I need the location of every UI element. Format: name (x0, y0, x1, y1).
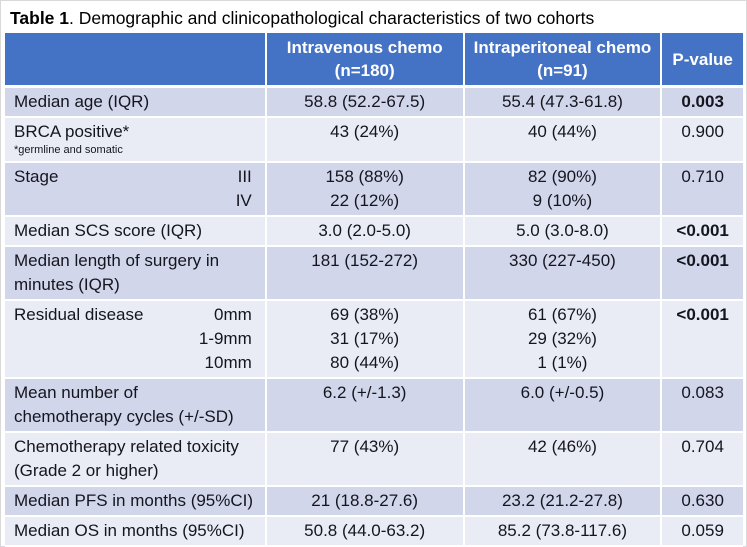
p-value: <0.001 (660, 301, 743, 377)
header-empty-cell (5, 33, 265, 85)
table-row-chemo-toxicity: Chemotherapy related toxicity (Grade 2 o… (5, 433, 743, 487)
header-intraperitoneal-chemo: Intraperitoneal chemo (n=91) (462, 33, 661, 85)
header-ip-line2: (n=91) (537, 61, 588, 80)
row-label-text: Stage (14, 167, 59, 186)
footnote: *germline and somatic (14, 144, 123, 156)
iv-value: 3.0 (2.0-5.0) (264, 217, 463, 245)
iv-value: 77 (43%) (264, 433, 463, 485)
iv-value: 181 (152-272) (264, 247, 463, 299)
ip-value: 85.2 (73.8-117.6) (462, 517, 661, 545)
ip-value: 55.4 (47.3-61.8) (462, 88, 661, 116)
ip-value-line3: 1 (1%) (537, 353, 588, 372)
row-label: Chemotherapy related toxicity (Grade 2 o… (5, 433, 265, 485)
sublabel-stage-iv: IV (235, 191, 252, 210)
table-row-surgery-length: Median length of surgery in minutes (IQR… (5, 247, 743, 301)
iv-value-line2: 22 (12%) (330, 191, 400, 210)
iv-value-line1: 158 (88%) (325, 167, 404, 186)
header-intravenous-chemo: Intravenous chemo (n=180) (264, 33, 463, 85)
row-sublabels: III IV (236, 165, 259, 213)
p-value: 0.900 (660, 118, 743, 161)
sublabel-10mm: 10mm (204, 353, 252, 372)
table-row-median-pfs: Median PFS in months (95%CI) 21 (18.8-27… (5, 487, 743, 517)
row-label-line1: Mean number of (14, 383, 138, 402)
p-value: 0.704 (660, 433, 743, 485)
p-value: 0.003 (660, 88, 743, 116)
ip-value: 6.0 (+/-0.5) (462, 379, 661, 431)
table-row-median-age: Median age (IQR) 58.8 (52.2-67.5) 55.4 (… (5, 88, 743, 118)
row-label-line2: chemotherapy cycles (+/-SD) (14, 407, 234, 426)
iv-value-line2: 31 (17%) (330, 329, 400, 348)
iv-value: 69 (38%) 31 (17%) 80 (44%) (264, 301, 463, 377)
ip-value-line2: 29 (32%) (527, 329, 597, 348)
header-iv-line2: (n=180) (334, 61, 395, 80)
table-caption: Table 1. Demographic and clinicopatholog… (1, 1, 746, 33)
table-row-stage: Stage III IV 158 (88%) 22 (12%) 82 (90%)… (5, 163, 743, 217)
row-label-line1: Chemotherapy related toxicity (14, 437, 239, 456)
row-label: Median age (IQR) (14, 92, 150, 111)
ip-value: 82 (90%) 9 (10%) (462, 163, 661, 215)
header-ip-line1: Intraperitoneal chemo (473, 38, 652, 57)
ip-value: 40 (44%) (462, 118, 661, 161)
p-value: <0.001 (660, 247, 743, 299)
ip-value-line1: 82 (90%) (527, 167, 597, 186)
ip-value-line2: 9 (10%) (532, 191, 593, 210)
header-iv-line1: Intravenous chemo (286, 38, 443, 57)
row-label-line2: (Grade 2 or higher) (14, 461, 159, 480)
p-value: 0.059 (660, 517, 743, 545)
header-p-value: P-value (660, 33, 743, 85)
demographics-table: Intravenous chemo (n=180) Intraperitonea… (5, 33, 743, 547)
ip-value: 330 (227-450) (462, 247, 661, 299)
sublabel-1-9mm: 1-9mm (198, 329, 252, 348)
ip-value: 5.0 (3.0-8.0) (462, 217, 661, 245)
ip-value: 61 (67%) 29 (32%) 1 (1%) (462, 301, 661, 377)
iv-value-line1: 69 (38%) (330, 305, 400, 324)
p-value: 0.083 (660, 379, 743, 431)
row-label: Median length of surgery in minutes (IQR… (5, 247, 265, 299)
p-value: 0.710 (660, 163, 743, 215)
row-label: Stage III IV (5, 163, 265, 215)
row-label-line2: minutes (IQR) (14, 275, 120, 294)
table-row-brca-positive: BRCA positive* *germline and somatic 43 … (5, 118, 743, 163)
ip-value: 23.2 (21.2-27.8) (462, 487, 661, 515)
table-row-chemo-cycles: Mean number of chemotherapy cycles (+/-S… (5, 379, 743, 433)
iv-value: 58.8 (52.2-67.5) (264, 88, 463, 116)
row-label-text: Residual disease (14, 305, 144, 324)
ip-value-line1: 61 (67%) (527, 305, 597, 324)
row-label: Residual disease 0mm 1-9mm 10mm (5, 301, 265, 377)
table-caption-text: . Demographic and clinicopathological ch… (69, 8, 595, 28)
ip-value: 42 (46%) (462, 433, 661, 485)
row-label-line1: Median length of surgery in (14, 251, 220, 270)
sublabel-stage-iii: III (237, 167, 252, 186)
table-row-residual-disease: Residual disease 0mm 1-9mm 10mm 69 (38%)… (5, 301, 743, 379)
row-label: Mean number of chemotherapy cycles (+/-S… (5, 379, 265, 431)
iv-value-line3: 80 (44%) (330, 353, 400, 372)
iv-value: 50.8 (44.0-63.2) (264, 517, 463, 545)
row-sublabels: 0mm 1-9mm 10mm (199, 303, 259, 375)
sublabel-0mm: 0mm (213, 305, 252, 324)
iv-value: 43 (24%) (264, 118, 463, 161)
table-row-median-os: Median OS in months (95%CI) 50.8 (44.0-6… (5, 517, 743, 547)
table-caption-number: Table 1 (10, 8, 70, 28)
iv-value: 21 (18.8-27.6) (264, 487, 463, 515)
row-label: Median OS in months (95%CI) (14, 521, 245, 540)
row-label-text: BRCA positive* (14, 122, 130, 141)
iv-value: 6.2 (+/-1.3) (264, 379, 463, 431)
row-label: Median PFS in months (95%CI) (14, 491, 254, 510)
row-label: BRCA positive* *germline and somatic (5, 118, 265, 161)
p-value: 0.630 (660, 487, 743, 515)
iv-value: 158 (88%) 22 (12%) (264, 163, 463, 215)
table-row-scs-score: Median SCS score (IQR) 3.0 (2.0-5.0) 5.0… (5, 217, 743, 247)
header-p-value-label: P-value (672, 49, 733, 69)
p-value: <0.001 (660, 217, 743, 245)
row-label: Median SCS score (IQR) (14, 221, 202, 240)
table-header-row: Intravenous chemo (n=180) Intraperitonea… (5, 33, 743, 88)
